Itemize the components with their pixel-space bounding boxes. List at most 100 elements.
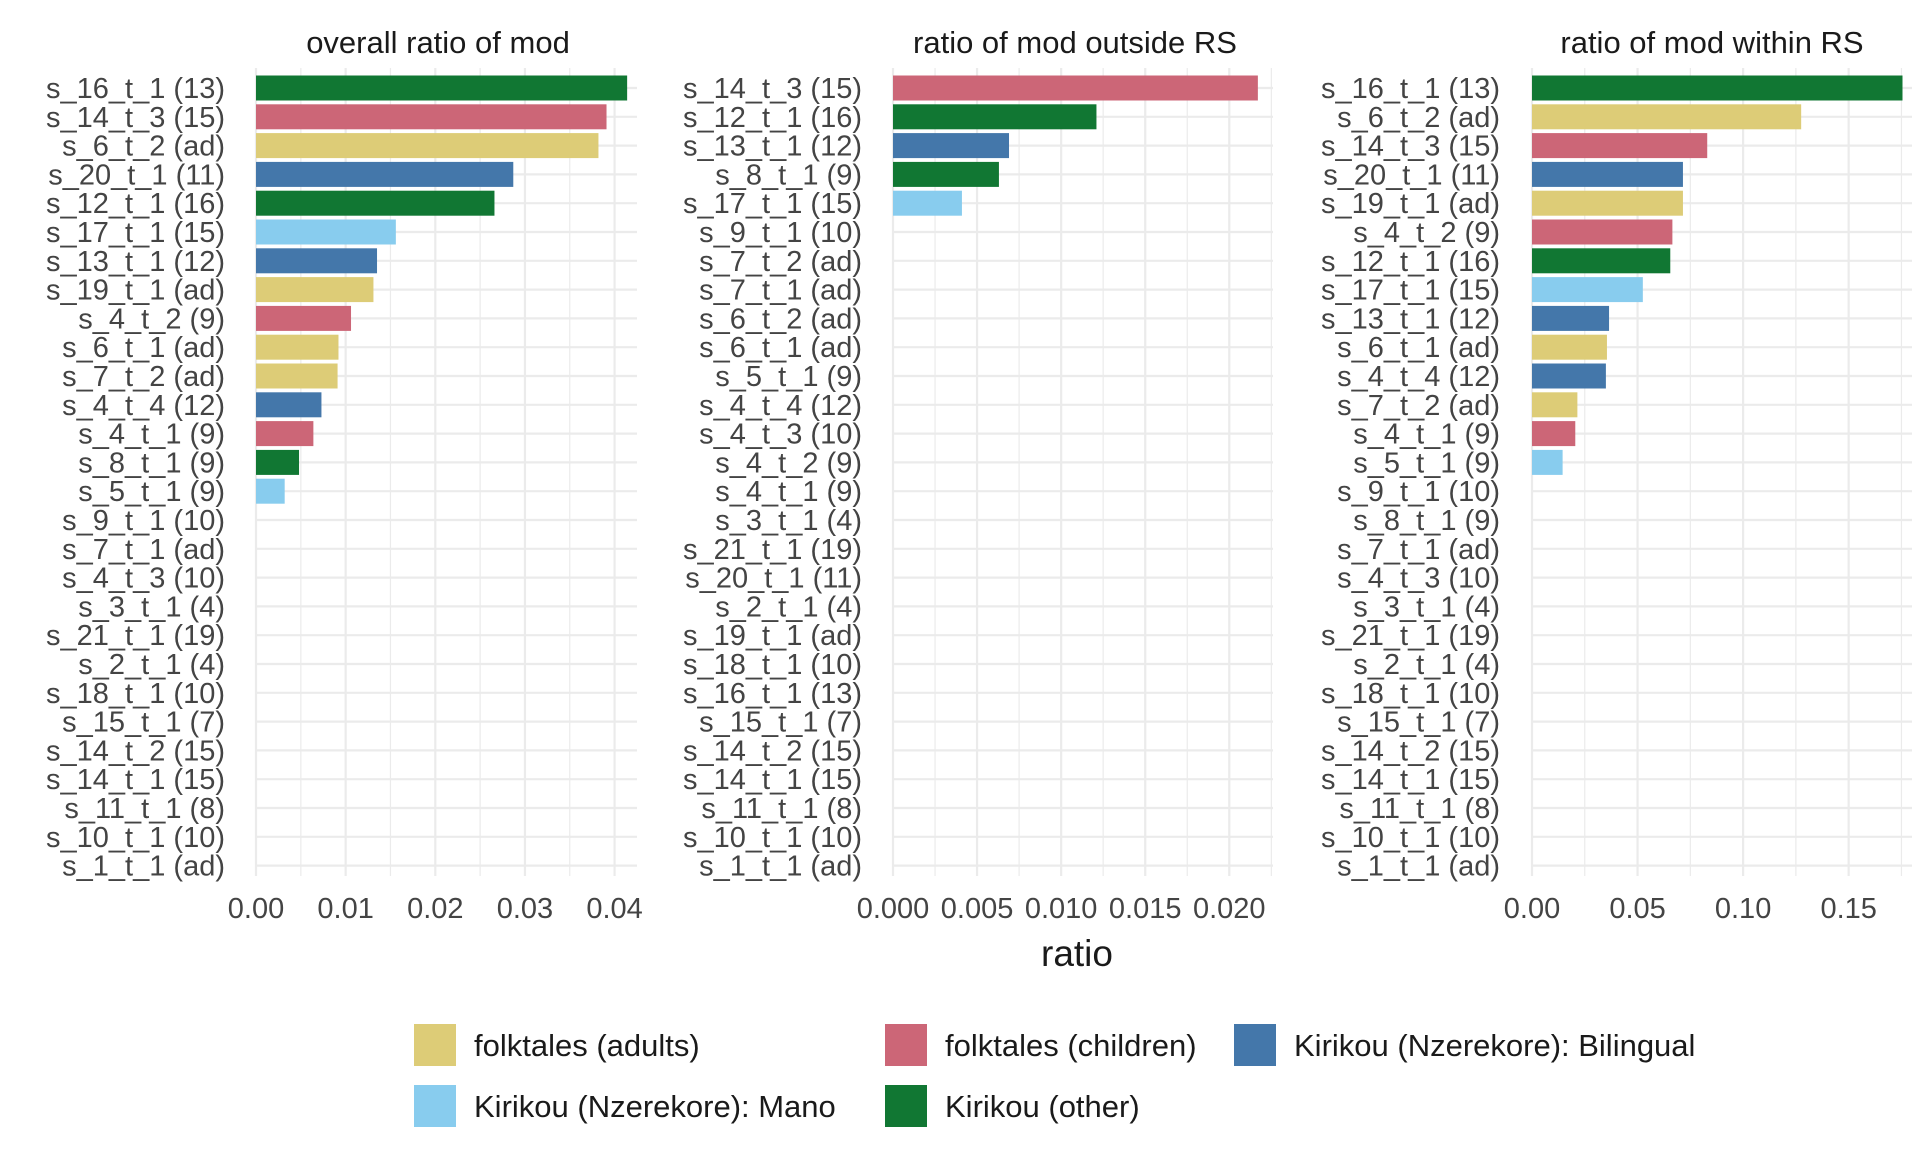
- y-tick-label: s_16_t_1 (13): [46, 73, 225, 105]
- bar-s_14_t_3 (15): [256, 104, 607, 130]
- y-tick-label: s_1_t_1 (ad): [699, 851, 862, 883]
- bar-s_7_t_2 (ad): [256, 363, 338, 389]
- y-tick-label: s_6_t_1 (ad): [1337, 332, 1500, 364]
- y-tick-label: s_16_t_1 (13): [1321, 73, 1500, 105]
- bar-s_14_t_3 (15): [1532, 133, 1708, 159]
- bar-s_4_t_4 (12): [1532, 363, 1606, 389]
- bar-s_13_t_1 (12): [893, 133, 1010, 159]
- x-tick-label: 0.00: [228, 893, 284, 925]
- y-tick-label: s_1_t_1 (ad): [62, 851, 225, 883]
- x-tick-label: 0.015: [1109, 893, 1182, 925]
- bar-s_6_t_2 (ad): [256, 133, 599, 159]
- legend-swatch: [885, 1024, 927, 1066]
- y-tick-label: s_5_t_1 (9): [78, 476, 225, 508]
- legend-swatch: [414, 1024, 456, 1066]
- x-tick-label: 0.005: [941, 893, 1014, 925]
- panel-3: s_16_t_1 (13)s_6_t_2 (ad)s_14_t_3 (15)s_…: [1321, 25, 1912, 925]
- legend-swatch: [414, 1085, 456, 1127]
- legend-label: Kirikou (Nzerekore): Bilingual: [1294, 1028, 1695, 1063]
- legend-label: folktales (adults): [474, 1028, 700, 1063]
- bar-s_19_t_1 (ad): [256, 277, 374, 303]
- y-tick-label: s_4_t_1 (9): [1353, 419, 1500, 451]
- bar-s_8_t_1 (9): [893, 161, 999, 187]
- legend-swatch: [1234, 1024, 1276, 1066]
- y-tick-label: s_18_t_1 (10): [1321, 678, 1500, 710]
- legend-label: Kirikou (other): [945, 1089, 1140, 1124]
- legend-item: folktales (children): [885, 1024, 1197, 1066]
- x-tick-label: 0.04: [586, 893, 642, 925]
- y-tick-label: s_7_t_2 (ad): [1337, 390, 1500, 422]
- y-tick-label: s_4_t_2 (9): [715, 447, 862, 479]
- y-tick-label: s_4_t_3 (10): [699, 419, 862, 451]
- y-tick-label: s_18_t_1 (10): [46, 678, 225, 710]
- y-tick-label: s_12_t_1 (16): [683, 102, 862, 134]
- bar-s_6_t_1 (ad): [256, 334, 339, 360]
- bar-s_6_t_1 (ad): [1532, 334, 1607, 360]
- y-tick-label: s_19_t_1 (ad): [1321, 188, 1500, 220]
- y-tick-label: s_19_t_1 (ad): [683, 620, 862, 652]
- y-tick-label: s_4_t_4 (12): [1337, 361, 1500, 393]
- y-tick-label: s_21_t_1 (19): [683, 534, 862, 566]
- y-tick-label: s_4_t_4 (12): [699, 390, 862, 422]
- legend-label: Kirikou (Nzerekore): Mano: [474, 1089, 836, 1124]
- y-tick-label: s_20_t_1 (11): [1323, 159, 1500, 191]
- x-tick-label: 0.10: [1715, 893, 1771, 925]
- bar-s_4_t_1 (9): [1532, 421, 1576, 447]
- y-tick-label: s_14_t_2 (15): [1321, 735, 1500, 767]
- y-tick-label: s_4_t_4 (12): [62, 390, 225, 422]
- y-tick-label: s_2_t_1 (4): [1353, 649, 1500, 681]
- y-tick-label: s_15_t_1 (7): [62, 707, 225, 739]
- y-tick-label: s_14_t_3 (15): [1321, 131, 1500, 163]
- y-tick-label: s_17_t_1 (15): [683, 188, 862, 220]
- legend-swatch: [885, 1085, 927, 1127]
- y-tick-label: s_7_t_1 (ad): [699, 275, 862, 307]
- y-tick-label: s_16_t_1 (13): [683, 678, 862, 710]
- y-tick-label: s_8_t_1 (9): [1353, 505, 1500, 537]
- bar-s_4_t_2 (9): [1532, 219, 1673, 245]
- x-tick-label: 0.000: [857, 893, 930, 925]
- y-tick-label: s_14_t_1 (15): [46, 764, 225, 796]
- y-tick-label: s_3_t_1 (4): [715, 505, 862, 537]
- x-tick-label: 0.01: [317, 893, 373, 925]
- panel-title: ratio of mod outside RS: [913, 25, 1237, 60]
- y-tick-label: s_9_t_1 (10): [699, 217, 862, 249]
- y-tick-label: s_12_t_1 (16): [1321, 246, 1500, 278]
- y-tick-label: s_19_t_1 (ad): [46, 275, 225, 307]
- y-tick-label: s_11_t_1 (8): [64, 793, 225, 825]
- y-tick-label: s_4_t_1 (9): [78, 419, 225, 451]
- x-tick-label: 0.010: [1025, 893, 1098, 925]
- bar-s_4_t_2 (9): [256, 305, 352, 331]
- x-tick-label: 0.05: [1609, 893, 1665, 925]
- y-tick-label: s_5_t_1 (9): [1353, 447, 1500, 479]
- legend-label: folktales (children): [945, 1028, 1197, 1063]
- y-tick-label: s_15_t_1 (7): [1337, 707, 1500, 739]
- y-tick-label: s_17_t_1 (15): [1321, 275, 1500, 307]
- y-tick-label: s_10_t_1 (10): [1321, 822, 1500, 854]
- y-tick-label: s_10_t_1 (10): [683, 822, 862, 854]
- y-tick-label: s_18_t_1 (10): [683, 649, 862, 681]
- y-tick-label: s_13_t_1 (12): [46, 246, 225, 278]
- y-tick-label: s_17_t_1 (15): [46, 217, 225, 249]
- y-tick-label: s_6_t_1 (ad): [699, 332, 862, 364]
- y-tick-label: s_4_t_2 (9): [1353, 217, 1500, 249]
- y-tick-label: s_4_t_3 (10): [62, 563, 225, 595]
- bar-s_17_t_1 (15): [1532, 277, 1643, 303]
- bar-s_7_t_2 (ad): [1532, 392, 1578, 418]
- y-tick-label: s_6_t_2 (ad): [699, 303, 862, 335]
- chart-panels: s_16_t_1 (13)s_14_t_3 (15)s_6_t_2 (ad)s_…: [46, 25, 1912, 925]
- y-tick-label: s_6_t_2 (ad): [1337, 102, 1500, 134]
- y-tick-label: s_21_t_1 (19): [46, 620, 225, 652]
- y-tick-label: s_15_t_1 (7): [699, 707, 862, 739]
- y-tick-label: s_7_t_2 (ad): [699, 246, 862, 278]
- y-tick-label: s_14_t_1 (15): [1321, 764, 1500, 796]
- panel-2: s_14_t_3 (15)s_12_t_1 (16)s_13_t_1 (12)s…: [683, 25, 1273, 925]
- bar-s_4_t_4 (12): [256, 392, 322, 418]
- bar-s_4_t_1 (9): [256, 421, 314, 447]
- y-tick-label: s_5_t_1 (9): [715, 361, 862, 393]
- bar-s_16_t_1 (13): [256, 75, 628, 101]
- bar-s_12_t_1 (16): [893, 104, 1097, 130]
- x-tick-label: 0.02: [407, 893, 463, 925]
- y-tick-label: s_4_t_2 (9): [78, 303, 225, 335]
- y-tick-label: s_14_t_2 (15): [683, 735, 862, 767]
- y-tick-label: s_13_t_1 (12): [683, 131, 862, 163]
